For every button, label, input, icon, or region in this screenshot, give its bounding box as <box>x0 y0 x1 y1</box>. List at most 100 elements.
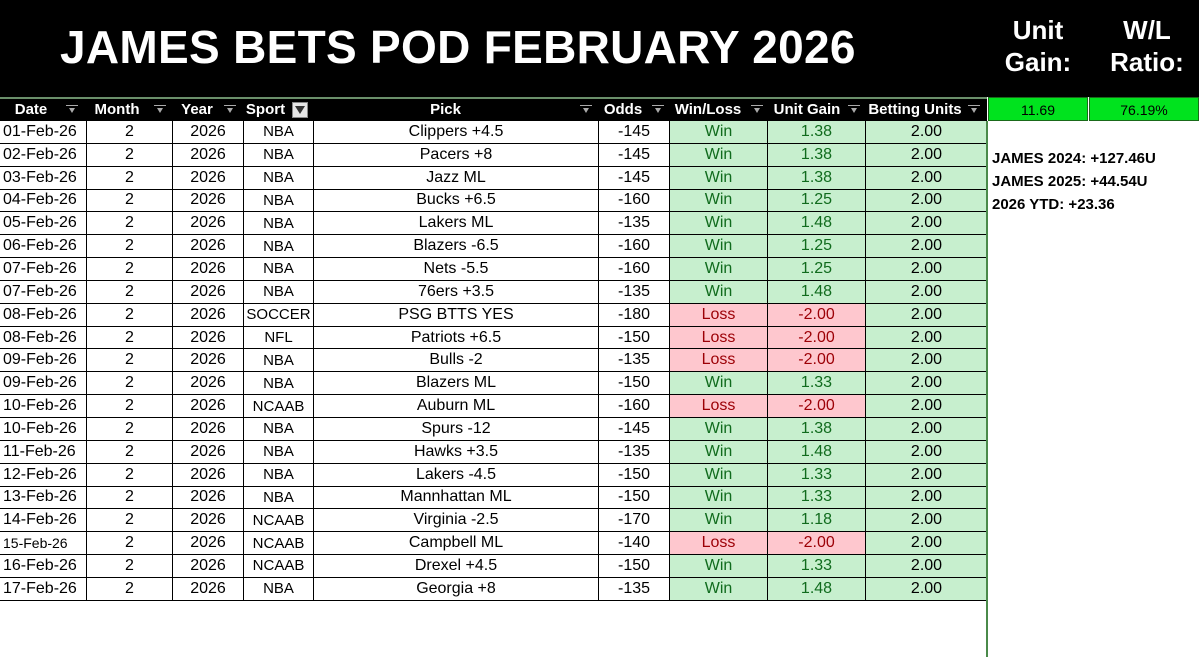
year-cell[interactable]: 2026 <box>172 303 243 326</box>
odds-cell[interactable]: -135 <box>598 212 669 235</box>
month-cell[interactable]: 2 <box>86 463 172 486</box>
betting-units-cell[interactable]: 2.00 <box>865 440 987 463</box>
unit-gain-total[interactable]: 11.69 <box>988 97 1088 121</box>
unit-gain-cell[interactable]: 1.38 <box>767 166 865 189</box>
result-cell[interactable]: Win <box>669 372 767 395</box>
month-cell[interactable]: 2 <box>86 440 172 463</box>
date-cell[interactable]: 17-Feb-26 <box>3 579 77 597</box>
sport-cell[interactable]: NCAAB <box>243 509 313 532</box>
month-cell[interactable]: 2 <box>86 143 172 166</box>
betting-units-cell[interactable]: 2.00 <box>865 303 987 326</box>
unit-gain-cell[interactable]: 1.48 <box>767 440 865 463</box>
unit-gain-cell[interactable]: 1.25 <box>767 235 865 258</box>
betting-units-cell[interactable]: 2.00 <box>865 143 987 166</box>
unit-gain-cell[interactable]: -2.00 <box>767 303 865 326</box>
betting-units-cell[interactable]: 2.00 <box>865 280 987 303</box>
date-cell[interactable]: 10-Feb-26 <box>3 419 77 437</box>
betting-units-cell[interactable]: 2.00 <box>865 532 987 555</box>
betting-units-cell[interactable]: 2.00 <box>865 509 987 532</box>
sport-cell[interactable]: NBA <box>243 372 313 395</box>
date-cell[interactable]: 09-Feb-26 <box>3 351 77 369</box>
result-cell[interactable]: Win <box>669 189 767 212</box>
result-cell[interactable]: Loss <box>669 532 767 555</box>
odds-cell[interactable]: -145 <box>598 166 669 189</box>
year-cell[interactable]: 2026 <box>172 486 243 509</box>
sport-cell[interactable]: NBA <box>243 189 313 212</box>
result-cell[interactable]: Win <box>669 509 767 532</box>
pick-cell[interactable]: Spurs -12 <box>313 417 598 440</box>
odds-cell[interactable]: -150 <box>598 372 669 395</box>
year-cell[interactable]: 2026 <box>172 440 243 463</box>
pick-cell[interactable]: Bucks +6.5 <box>313 189 598 212</box>
month-cell[interactable]: 2 <box>86 166 172 189</box>
year-cell[interactable]: 2026 <box>172 395 243 417</box>
odds-cell[interactable]: -135 <box>598 440 669 463</box>
filter-icon[interactable] <box>66 105 78 115</box>
betting-units-cell[interactable]: 2.00 <box>865 555 987 577</box>
year-cell[interactable]: 2026 <box>172 555 243 577</box>
sport-cell[interactable]: NCAAB <box>243 555 313 577</box>
result-cell[interactable]: Win <box>669 417 767 440</box>
sport-cell[interactable]: NBA <box>243 577 313 600</box>
unit-gain-cell[interactable]: -2.00 <box>767 395 865 417</box>
odds-cell[interactable]: -170 <box>598 509 669 532</box>
year-cell[interactable]: 2026 <box>172 280 243 303</box>
unit-gain-cell[interactable]: 1.25 <box>767 189 865 212</box>
year-cell[interactable]: 2026 <box>172 577 243 600</box>
odds-cell[interactable]: -135 <box>598 577 669 600</box>
date-cell[interactable]: 14-Feb-26 <box>3 511 77 529</box>
month-cell[interactable]: 2 <box>86 121 172 143</box>
pick-cell[interactable]: Blazers -6.5 <box>313 235 598 258</box>
date-cell[interactable]: 02-Feb-26 <box>3 145 77 163</box>
pick-cell[interactable]: Campbell ML <box>313 532 598 555</box>
unit-gain-cell[interactable]: 1.48 <box>767 577 865 600</box>
year-cell[interactable]: 2026 <box>172 143 243 166</box>
date-cell[interactable]: 07-Feb-26 <box>3 282 77 300</box>
date-cell[interactable]: 08-Feb-26 <box>3 305 77 323</box>
date-cell[interactable]: 11-Feb-26 <box>3 442 76 460</box>
result-cell[interactable]: Loss <box>669 349 767 372</box>
unit-gain-cell[interactable]: -2.00 <box>767 349 865 372</box>
year-cell[interactable]: 2026 <box>172 417 243 440</box>
betting-units-cell[interactable]: 2.00 <box>865 189 987 212</box>
month-cell[interactable]: 2 <box>86 577 172 600</box>
year-cell[interactable]: 2026 <box>172 189 243 212</box>
date-cell[interactable]: 08-Feb-26 <box>3 328 77 346</box>
pick-cell[interactable]: Blazers ML <box>313 372 598 395</box>
sport-cell[interactable]: NFL <box>243 326 313 349</box>
result-cell[interactable]: Win <box>669 280 767 303</box>
pick-cell[interactable]: Lakers ML <box>313 212 598 235</box>
date-cell[interactable]: 04-Feb-26 <box>3 191 77 209</box>
filter-icon[interactable] <box>968 105 980 115</box>
year-cell[interactable]: 2026 <box>172 372 243 395</box>
year-cell[interactable]: 2026 <box>172 212 243 235</box>
date-cell[interactable]: 09-Feb-26 <box>3 374 77 392</box>
unit-gain-cell[interactable]: 1.38 <box>767 417 865 440</box>
month-cell[interactable]: 2 <box>86 326 172 349</box>
unit-gain-cell[interactable]: -2.00 <box>767 532 865 555</box>
result-cell[interactable]: Win <box>669 463 767 486</box>
result-cell[interactable]: Win <box>669 555 767 577</box>
odds-cell[interactable]: -160 <box>598 189 669 212</box>
sport-cell[interactable]: NBA <box>243 258 313 280</box>
betting-units-cell[interactable]: 2.00 <box>865 349 987 372</box>
pick-cell[interactable]: Mannhattan ML <box>313 486 598 509</box>
filter-icon[interactable] <box>154 105 166 115</box>
result-cell[interactable]: Win <box>669 166 767 189</box>
year-cell[interactable]: 2026 <box>172 326 243 349</box>
result-cell[interactable]: Win <box>669 235 767 258</box>
year-cell[interactable]: 2026 <box>172 258 243 280</box>
result-cell[interactable]: Win <box>669 577 767 600</box>
month-cell[interactable]: 2 <box>86 189 172 212</box>
year-cell[interactable]: 2026 <box>172 235 243 258</box>
sport-cell[interactable]: SOCCER <box>243 303 313 326</box>
pick-cell[interactable]: Nets -5.5 <box>313 258 598 280</box>
date-cell[interactable]: 06-Feb-26 <box>3 237 77 255</box>
result-cell[interactable]: Loss <box>669 395 767 417</box>
sport-cell[interactable]: NBA <box>243 121 313 143</box>
result-cell[interactable]: Win <box>669 440 767 463</box>
month-cell[interactable]: 2 <box>86 280 172 303</box>
unit-gain-cell[interactable]: 1.38 <box>767 143 865 166</box>
pick-cell[interactable]: PSG BTTS YES <box>313 303 598 326</box>
sport-cell[interactable]: NBA <box>243 280 313 303</box>
